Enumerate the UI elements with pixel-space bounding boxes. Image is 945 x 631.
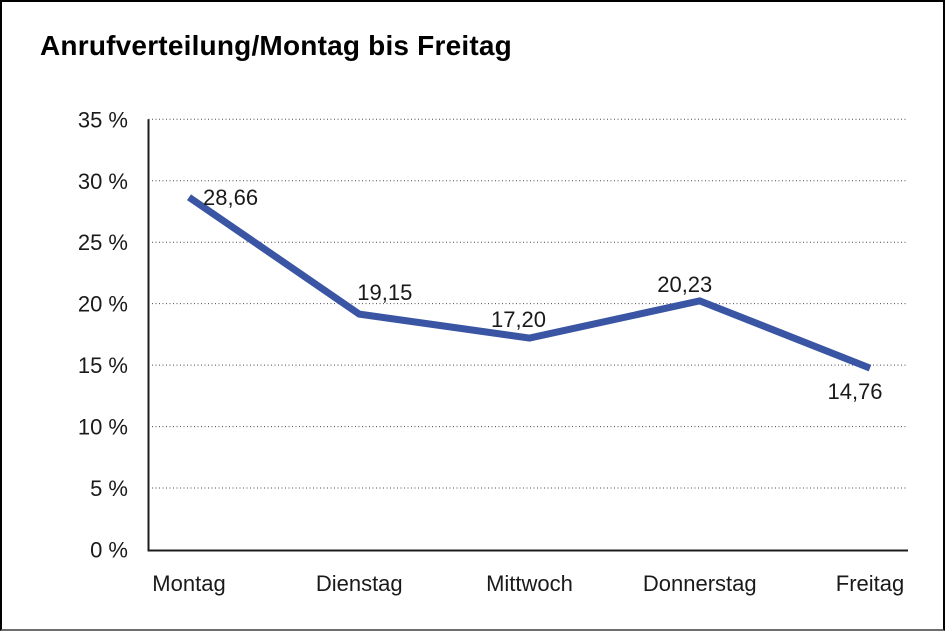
- y-tick-label: 5 %: [90, 476, 128, 501]
- data-point-label: 14,76: [827, 379, 882, 404]
- data-point-label: 17,20: [491, 307, 546, 332]
- x-category-label: Mittwoch: [486, 571, 573, 596]
- x-category-label: Freitag: [836, 571, 904, 596]
- series-line: [187, 194, 872, 372]
- y-tick-label: 35 %: [78, 107, 128, 132]
- y-tick-label: 25 %: [78, 230, 128, 255]
- data-point-label: 28,66: [203, 185, 258, 210]
- x-category-label: Montag: [152, 571, 225, 596]
- y-tick-label: 30 %: [78, 169, 128, 194]
- x-category-label: Dienstag: [316, 571, 403, 596]
- y-tick-label: 10 %: [78, 415, 128, 440]
- y-tick-label: 15 %: [78, 353, 128, 378]
- chart-title: Anrufverteilung/Montag bis Freitag: [40, 30, 512, 61]
- data-point-label: 19,15: [357, 280, 412, 305]
- x-category-label: Donnerstag: [643, 571, 757, 596]
- data-point-label: 20,23: [657, 272, 712, 297]
- y-tick-label: 0 %: [90, 538, 128, 563]
- y-tick-label: 20 %: [78, 292, 128, 317]
